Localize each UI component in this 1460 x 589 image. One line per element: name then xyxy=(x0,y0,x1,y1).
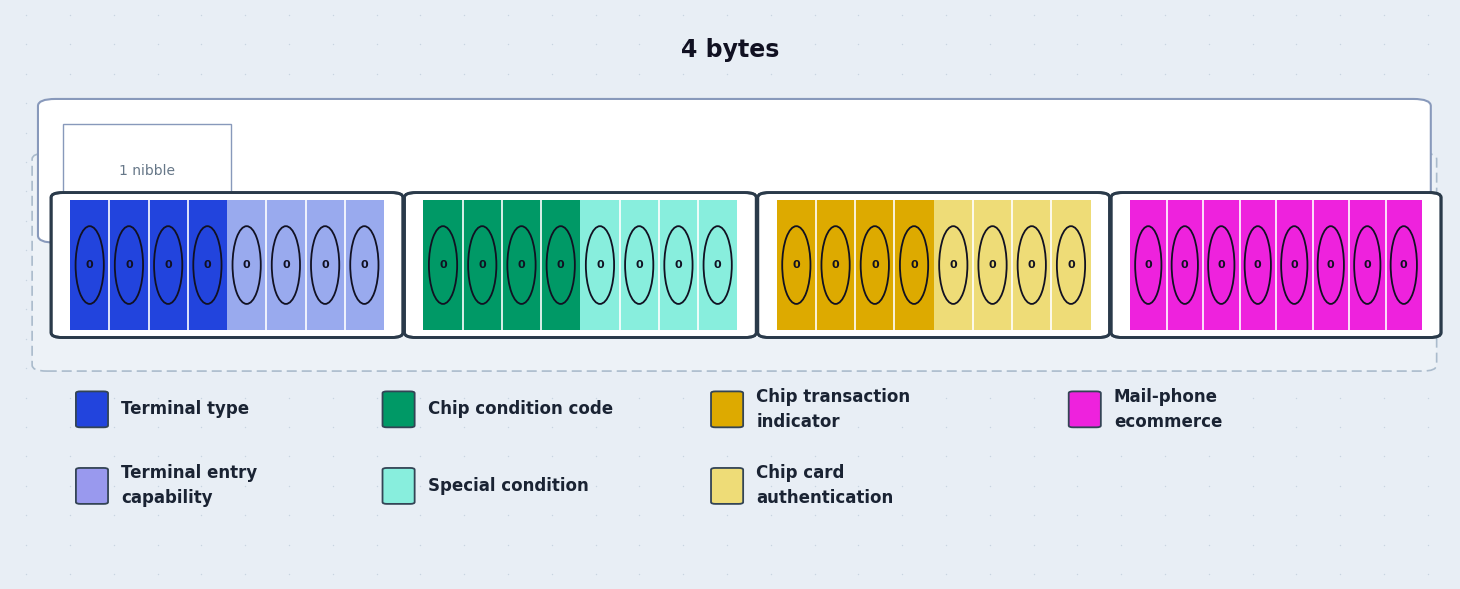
Text: 1 nibble: 1 nibble xyxy=(118,164,175,178)
Text: 4 bytes: 4 bytes xyxy=(680,38,780,62)
Ellipse shape xyxy=(272,226,299,304)
Text: 0: 0 xyxy=(1218,260,1225,270)
Text: 0: 0 xyxy=(439,260,447,270)
Ellipse shape xyxy=(939,226,968,304)
FancyBboxPatch shape xyxy=(38,99,1431,243)
FancyBboxPatch shape xyxy=(711,468,743,504)
Ellipse shape xyxy=(350,226,378,304)
Text: 0: 0 xyxy=(321,260,328,270)
Ellipse shape xyxy=(546,226,575,304)
Ellipse shape xyxy=(1390,226,1416,304)
Text: 0: 0 xyxy=(242,260,251,270)
Text: 0: 0 xyxy=(1067,260,1075,270)
Ellipse shape xyxy=(1057,226,1085,304)
Text: 0: 0 xyxy=(361,260,368,270)
FancyBboxPatch shape xyxy=(76,392,108,428)
Text: 0: 0 xyxy=(282,260,289,270)
Ellipse shape xyxy=(704,226,731,304)
Text: 0: 0 xyxy=(1364,260,1371,270)
FancyBboxPatch shape xyxy=(711,392,743,428)
Ellipse shape xyxy=(469,226,496,304)
FancyBboxPatch shape xyxy=(383,392,415,428)
FancyBboxPatch shape xyxy=(32,153,1437,371)
Text: 0: 0 xyxy=(556,260,565,270)
Text: Chip condition code: Chip condition code xyxy=(428,401,613,418)
Text: 0: 0 xyxy=(203,260,212,270)
Ellipse shape xyxy=(508,226,536,304)
Ellipse shape xyxy=(978,226,1006,304)
Text: Terminal entry
capability: Terminal entry capability xyxy=(121,464,257,508)
Text: 0: 0 xyxy=(949,260,958,270)
Text: 0: 0 xyxy=(832,260,839,270)
Text: 0: 0 xyxy=(86,260,93,270)
Ellipse shape xyxy=(115,226,143,304)
FancyBboxPatch shape xyxy=(934,200,1091,330)
Text: 0: 0 xyxy=(793,260,800,270)
Text: 0: 0 xyxy=(675,260,682,270)
Text: 0: 0 xyxy=(635,260,642,270)
FancyBboxPatch shape xyxy=(228,200,384,330)
Ellipse shape xyxy=(429,226,457,304)
FancyBboxPatch shape xyxy=(580,200,737,330)
FancyBboxPatch shape xyxy=(404,193,756,337)
Text: 0: 0 xyxy=(1327,260,1334,270)
Text: 0: 0 xyxy=(479,260,486,270)
Ellipse shape xyxy=(1317,226,1345,304)
Text: 0: 0 xyxy=(910,260,918,270)
Text: 0: 0 xyxy=(1028,260,1035,270)
Text: 0: 0 xyxy=(714,260,721,270)
Ellipse shape xyxy=(193,226,222,304)
Ellipse shape xyxy=(783,226,810,304)
Text: 0: 0 xyxy=(1145,260,1152,270)
FancyBboxPatch shape xyxy=(1111,193,1441,337)
FancyBboxPatch shape xyxy=(383,468,415,504)
FancyBboxPatch shape xyxy=(76,468,108,504)
Text: Special condition: Special condition xyxy=(428,477,588,495)
Text: 0: 0 xyxy=(1181,260,1188,270)
Text: Mail-phone
ecommerce: Mail-phone ecommerce xyxy=(1114,388,1222,431)
Ellipse shape xyxy=(1282,226,1308,304)
Ellipse shape xyxy=(311,226,339,304)
Text: 0: 0 xyxy=(988,260,996,270)
Ellipse shape xyxy=(585,226,615,304)
Ellipse shape xyxy=(625,226,653,304)
Ellipse shape xyxy=(1353,226,1381,304)
Text: 0: 0 xyxy=(1291,260,1298,270)
FancyBboxPatch shape xyxy=(777,200,934,330)
Ellipse shape xyxy=(1134,226,1162,304)
Text: Terminal type: Terminal type xyxy=(121,401,250,418)
FancyBboxPatch shape xyxy=(1130,200,1422,330)
Text: 0: 0 xyxy=(1254,260,1261,270)
Ellipse shape xyxy=(155,226,182,304)
Ellipse shape xyxy=(1171,226,1197,304)
Ellipse shape xyxy=(861,226,889,304)
Text: Chip transaction
indicator: Chip transaction indicator xyxy=(756,388,911,431)
Ellipse shape xyxy=(899,226,929,304)
Text: 0: 0 xyxy=(165,260,172,270)
Ellipse shape xyxy=(1207,226,1235,304)
Text: 0: 0 xyxy=(518,260,526,270)
FancyBboxPatch shape xyxy=(423,200,580,330)
Ellipse shape xyxy=(232,226,261,304)
Ellipse shape xyxy=(1244,226,1270,304)
Text: 0: 0 xyxy=(872,260,879,270)
Ellipse shape xyxy=(76,226,104,304)
FancyBboxPatch shape xyxy=(51,193,403,337)
Text: Chip card
authentication: Chip card authentication xyxy=(756,464,894,508)
Ellipse shape xyxy=(1018,226,1045,304)
Ellipse shape xyxy=(822,226,850,304)
Text: 0: 0 xyxy=(1400,260,1407,270)
Text: 0: 0 xyxy=(126,260,133,270)
FancyBboxPatch shape xyxy=(70,200,228,330)
Ellipse shape xyxy=(664,226,692,304)
Text: 0: 0 xyxy=(596,260,604,270)
FancyBboxPatch shape xyxy=(1069,392,1101,428)
FancyBboxPatch shape xyxy=(758,193,1110,337)
